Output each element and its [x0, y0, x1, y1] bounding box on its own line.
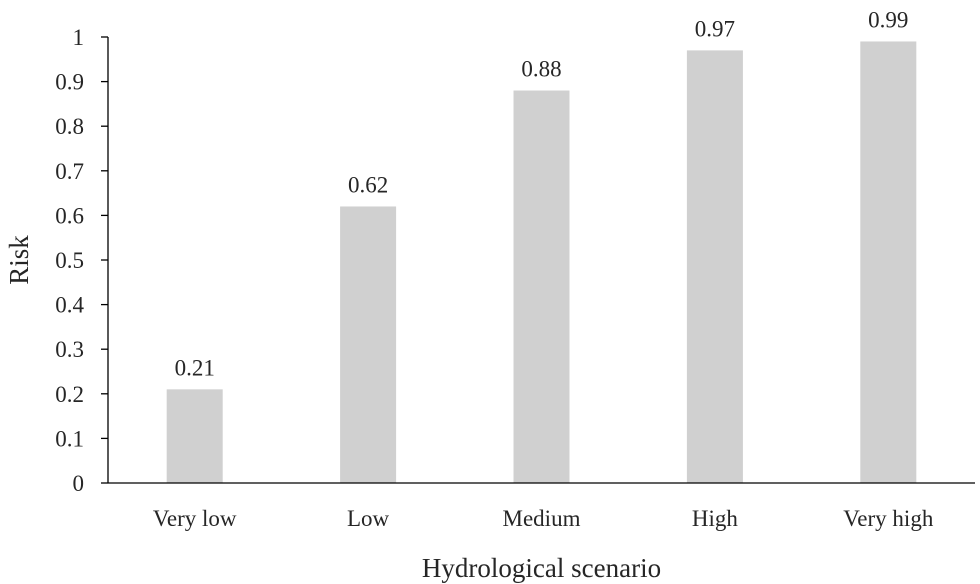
bar-data-label: 0.88 [521, 57, 561, 82]
y-tick-label: 0.8 [55, 114, 84, 139]
data-labels: 0.21 0.62 0.88 0.97 0.99 [175, 7, 909, 380]
x-category-label: High [692, 506, 739, 531]
x-category-label: Very low [153, 506, 237, 531]
y-tick-label: 0.9 [55, 70, 84, 95]
bar [340, 206, 397, 484]
y-tick-label: 0.1 [55, 426, 84, 451]
x-category-label: Low [347, 506, 390, 531]
x-category-label: Very high [843, 506, 934, 531]
x-axis-title: Hydrological scenario [422, 553, 661, 583]
bar [166, 389, 223, 483]
y-tick-label: 1 [73, 25, 85, 50]
bar-data-label: 0.21 [175, 355, 215, 380]
y-tick-label: 0 [73, 471, 85, 496]
x-category-label: Medium [503, 506, 581, 531]
bar-data-label: 0.97 [695, 16, 735, 41]
y-tick-label: 0.6 [55, 203, 84, 228]
bars [166, 41, 917, 484]
bar-data-label: 0.62 [348, 172, 388, 197]
y-tick-label: 0.7 [55, 159, 84, 184]
y-axis-ticks: 0 0.1 0.2 0.3 0.4 0.5 0.6 0.7 0.8 0.9 1 [55, 25, 108, 496]
bar [513, 90, 570, 484]
bar [860, 41, 917, 484]
x-axis-category-labels: Very low Low Medium High Very high [153, 506, 934, 531]
y-tick-label: 0.4 [55, 293, 84, 318]
y-axis-title: Risk [4, 235, 34, 285]
bar-data-label: 0.99 [868, 7, 908, 32]
y-tick-label: 0.2 [55, 382, 84, 407]
y-tick-label: 0.5 [55, 248, 84, 273]
y-tick-label: 0.3 [55, 337, 84, 362]
bar [686, 50, 743, 483]
